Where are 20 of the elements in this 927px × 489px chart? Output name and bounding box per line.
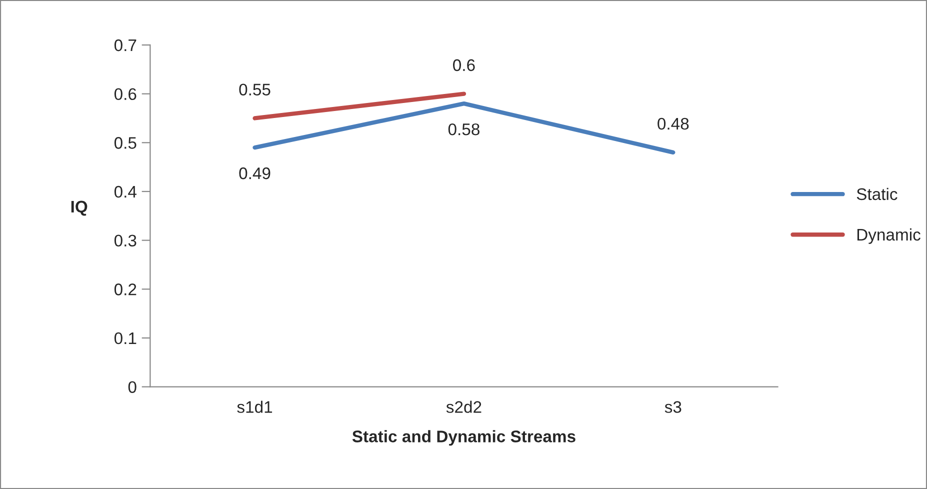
y-tick-label: 0 [128,381,136,393]
y-tick-label: 0.6 [114,88,136,100]
x-tick-label: s2d2 [446,400,482,413]
legend-label: Dynamic [857,228,920,244]
y-tick-label: 0.5 [114,137,136,149]
x-tick-label: s3 [664,401,682,413]
x-axis-title: Static and Dynamic Streams [352,430,576,446]
y-tick-label: 0.2 [114,284,136,296]
y-tick-label: 0.4 [114,186,136,198]
data-label: 0.48 [658,118,689,130]
data-label: 0.58 [448,123,480,136]
y-axis-title: IQ [71,200,88,216]
y-tick-label: 0.1 [114,332,136,344]
data-label: 0.55 [239,84,270,96]
x-tick-label: s1d1 [237,400,272,413]
data-label: 0.6 [453,59,475,72]
data-label: 0.49 [239,167,270,180]
y-tick-label: 0.7 [114,39,136,52]
y-tick-label: 0.3 [114,234,136,247]
legend-label: Static [856,188,898,200]
